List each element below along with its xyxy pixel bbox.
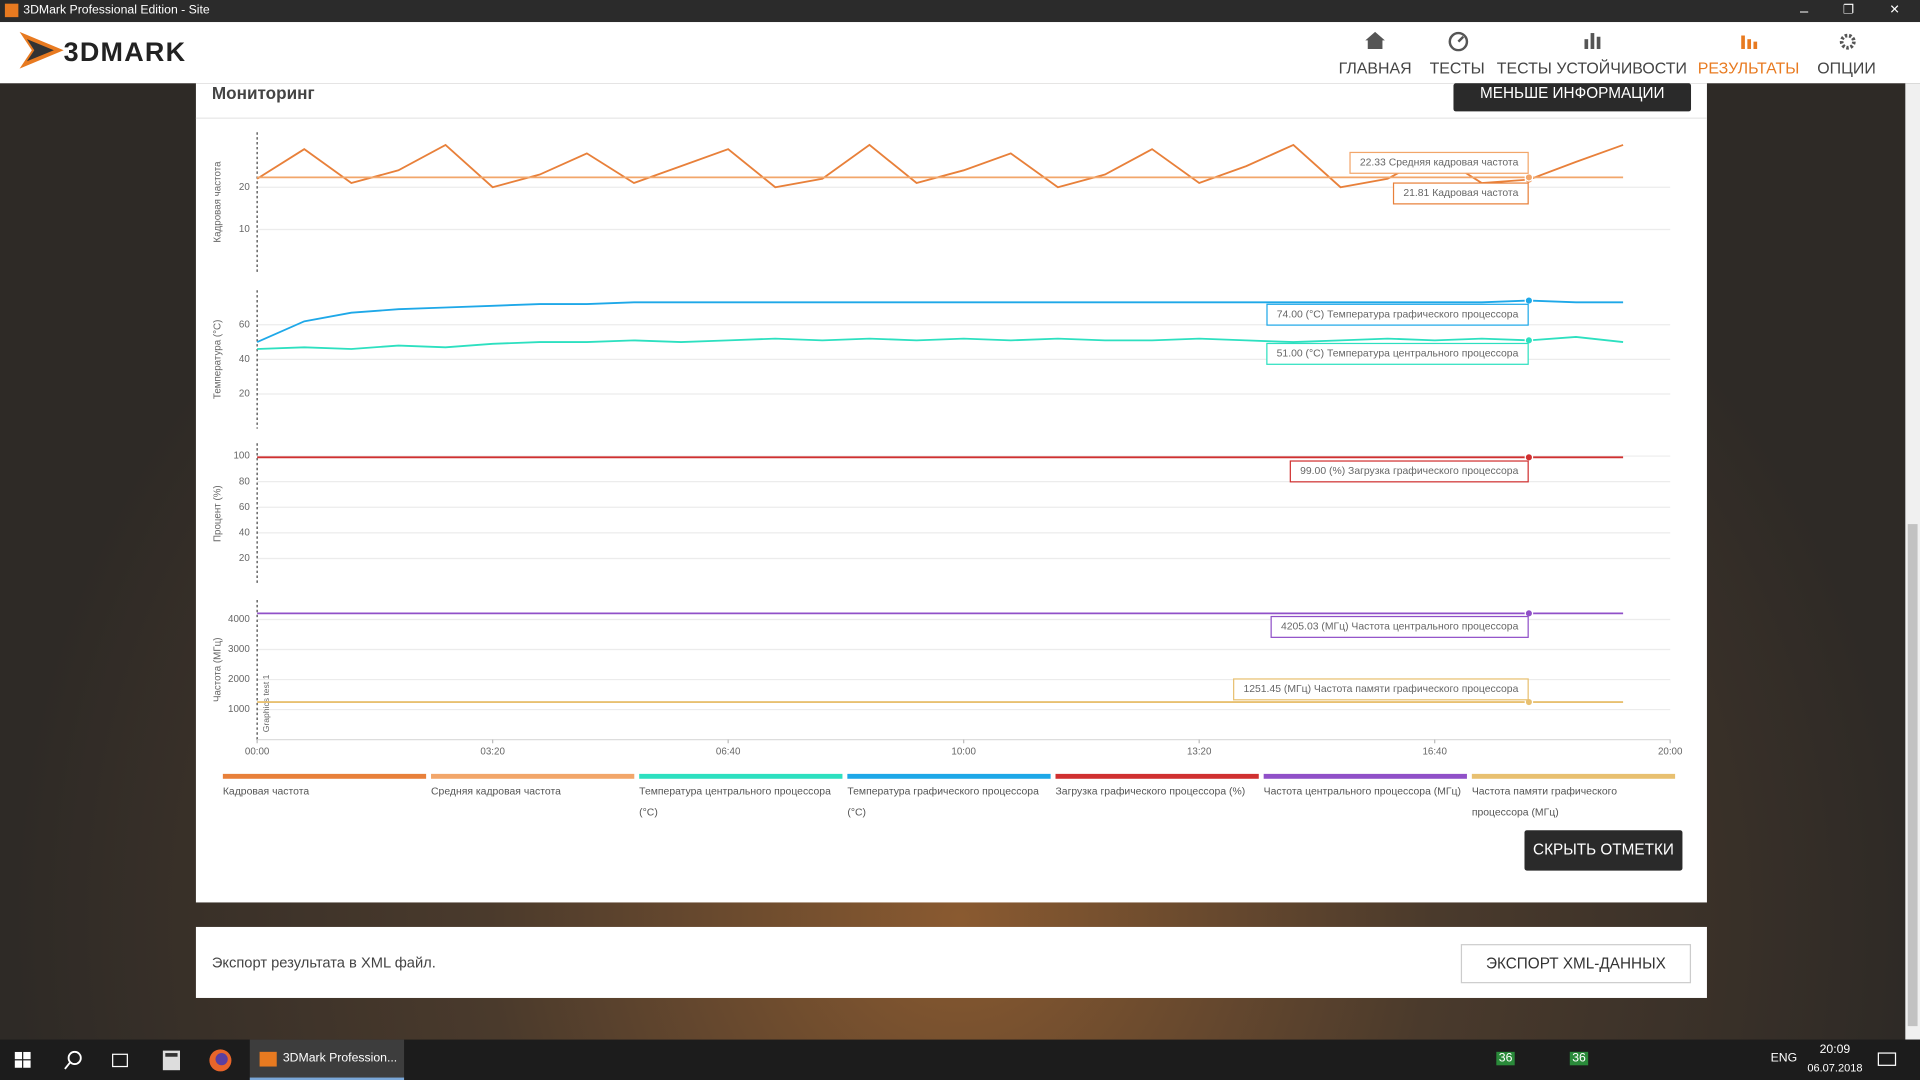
start-button[interactable] xyxy=(14,1051,32,1069)
notifications[interactable] xyxy=(1877,1051,1897,1071)
icon-home xyxy=(1365,31,1385,49)
icon-results xyxy=(1741,35,1758,49)
clock-time[interactable]: 20:09 xyxy=(1819,1043,1851,1057)
nav-item[interactable]: РЕЗУЛЬТАТЫ xyxy=(1697,58,1800,78)
legend-swatch xyxy=(1055,773,1259,779)
legend-label: Кадровая частота xyxy=(222,784,310,798)
clock-date[interactable]: 06.07.2018 xyxy=(1807,1061,1863,1074)
nav-item[interactable]: ТЕСТЫ УСТОЙЧИВОСТИ xyxy=(1496,58,1687,78)
search-button[interactable] xyxy=(64,1050,84,1071)
logo[interactable]: 3DMARK xyxy=(63,36,187,68)
taskbar-app[interactable]: 3DMark Profession... xyxy=(249,1039,405,1080)
firefox[interactable] xyxy=(208,1048,232,1072)
legend-item[interactable]: Частота центрального процессора (МГц) xyxy=(1263,773,1467,802)
icon-tests xyxy=(1448,31,1469,52)
restore[interactable]: ❐ xyxy=(1842,3,1854,18)
language[interactable]: ENG xyxy=(1770,1051,1798,1066)
legend-label: Температура графического процессора (°C) xyxy=(847,784,1039,818)
legend-item[interactable]: Средняя кадровая частота xyxy=(431,773,635,802)
app-icon xyxy=(4,3,19,18)
export-button[interactable]: ЭКСПОРТ XML-ДАННЫХ xyxy=(1460,944,1692,984)
legend-swatch xyxy=(1471,773,1676,779)
task-view[interactable] xyxy=(110,1051,130,1071)
section-title: Мониторинг xyxy=(211,83,315,103)
toggle-info-button[interactable]: МЕНЬШЕ ИНФОРМАЦИИ xyxy=(1453,83,1692,112)
legend-swatch xyxy=(1263,773,1467,779)
scroll-thumb[interactable] xyxy=(1907,524,1918,1027)
divider xyxy=(195,117,1707,119)
calculator[interactable] xyxy=(162,1049,182,1071)
legend-item[interactable]: Кадровая частота xyxy=(222,773,427,802)
scrollbar[interactable] xyxy=(1905,83,1920,1040)
legend-label: Температура центрального процессора (°C) xyxy=(639,784,831,818)
app-header: 3DMARK ГЛАВНАЯ ТЕСТЫ ТЕСТЫ УСТОЙЧИВОСТИ … xyxy=(0,22,1920,84)
legend-label: Загрузка графического процессора (%) xyxy=(1055,784,1246,798)
legend-swatch xyxy=(639,773,843,779)
legend-label: Частота центрального процессора (МГц) xyxy=(1263,784,1461,798)
legend-label: Частота памяти графического процессора (… xyxy=(1471,784,1617,818)
legend-swatch xyxy=(222,773,427,779)
legend-label: Средняя кадровая частота xyxy=(431,784,561,798)
minimize[interactable]: – xyxy=(1800,2,1809,20)
taskbar-app-label: 3DMark Profession... xyxy=(282,1051,398,1066)
title-bar: 3DMark Professional Edition - Site – ❐ ✕ xyxy=(0,0,1920,23)
tray-badge[interactable]: 36 xyxy=(1569,1051,1589,1066)
icon-stress xyxy=(1584,33,1601,49)
export-panel: Экспорт результата в XML файл. ЭКСПОРТ X… xyxy=(195,926,1707,998)
close[interactable]: ✕ xyxy=(1889,3,1900,18)
legend-item[interactable]: Температура центрального процессора (°C) xyxy=(639,773,843,823)
icon-options xyxy=(1839,33,1856,50)
export-text: Экспорт результата в XML файл. xyxy=(211,953,436,972)
monitoring-panel: Мониторинг МЕНЬШЕ ИНФОРМАЦИИ СКРЫТЬ ОТМЕ… xyxy=(195,83,1707,903)
logo-icon xyxy=(19,31,64,69)
taskbar: 3DMark Profession... 36 36 ENG 20:09 06.… xyxy=(0,1039,1920,1080)
legend-item[interactable]: Частота памяти графического процессора (… xyxy=(1471,773,1676,823)
nav-item[interactable]: ОПЦИИ xyxy=(1817,58,1876,78)
nav-item[interactable]: ТЕСТЫ xyxy=(1429,58,1485,78)
app-icon xyxy=(259,1051,277,1067)
legend-item[interactable]: Температура графического процессора (°C) xyxy=(847,773,1051,823)
tray-badge[interactable]: 36 xyxy=(1496,1051,1515,1066)
nav-item[interactable]: ГЛАВНАЯ xyxy=(1338,58,1412,78)
legend-item[interactable]: Загрузка графического процессора (%) xyxy=(1055,773,1259,802)
hide-markers-button[interactable]: СКРЫТЬ ОТМЕТКИ xyxy=(1524,830,1683,871)
window-title: 3DMark Professional Edition - Site xyxy=(23,3,210,18)
legend-swatch xyxy=(847,773,1051,779)
legend-swatch xyxy=(431,773,635,779)
